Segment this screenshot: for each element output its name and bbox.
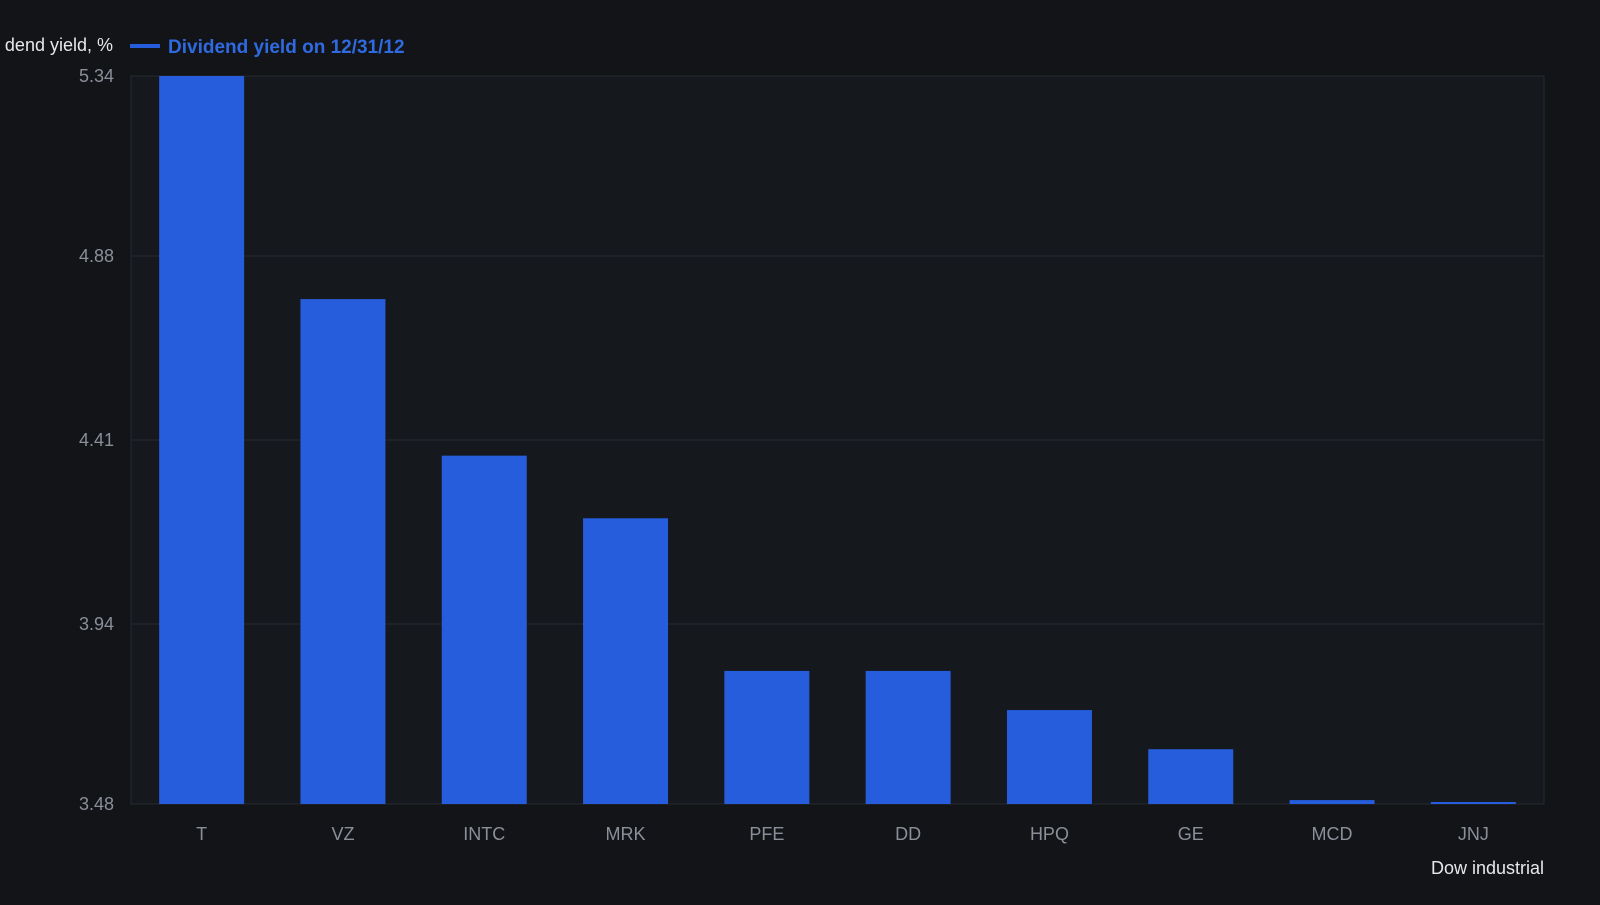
bar-mcd — [1289, 800, 1375, 804]
x-tick-label: HPQ — [1030, 824, 1069, 844]
bar-ge — [1148, 749, 1234, 804]
x-tick-label: DD — [895, 824, 921, 844]
y-tick-label: 4.88 — [79, 246, 114, 266]
y-tick-label: 4.41 — [79, 430, 114, 450]
x-axis-title: Dow industrial — [1431, 858, 1544, 878]
y-axis-title: dend yield, % — [5, 35, 113, 55]
bars — [159, 76, 1516, 804]
x-tick-label: INTC — [463, 824, 505, 844]
bar-vz — [300, 299, 386, 804]
y-tick-label: 5.34 — [79, 66, 114, 86]
bar-intc — [441, 455, 527, 804]
bar-t — [159, 76, 245, 804]
bar-jnj — [1430, 802, 1516, 804]
bar-mrk — [583, 518, 669, 804]
x-axis-ticks: T VZ INTC MRK PFE DD HPQ GE MCD JNJ — [196, 824, 1489, 844]
x-tick-label: VZ — [331, 824, 354, 844]
x-tick-label: JNJ — [1458, 824, 1489, 844]
x-tick-label: PFE — [749, 824, 784, 844]
bar-pfe — [724, 670, 810, 804]
x-tick-label: GE — [1178, 824, 1204, 844]
x-tick-label: MCD — [1312, 824, 1353, 844]
y-axis-ticks: 3.48 3.94 4.41 4.88 5.34 — [79, 66, 114, 814]
x-tick-label: T — [196, 824, 207, 844]
bar-hpq — [1006, 710, 1092, 804]
x-tick-label: MRK — [606, 824, 646, 844]
legend-label: Dividend yield on 12/31/12 — [168, 37, 405, 58]
legend: Dividend yield on 12/31/12 — [130, 37, 405, 58]
y-tick-label: 3.94 — [79, 614, 114, 634]
y-tick-label: 3.48 — [79, 794, 114, 814]
bar-dd — [865, 670, 951, 804]
